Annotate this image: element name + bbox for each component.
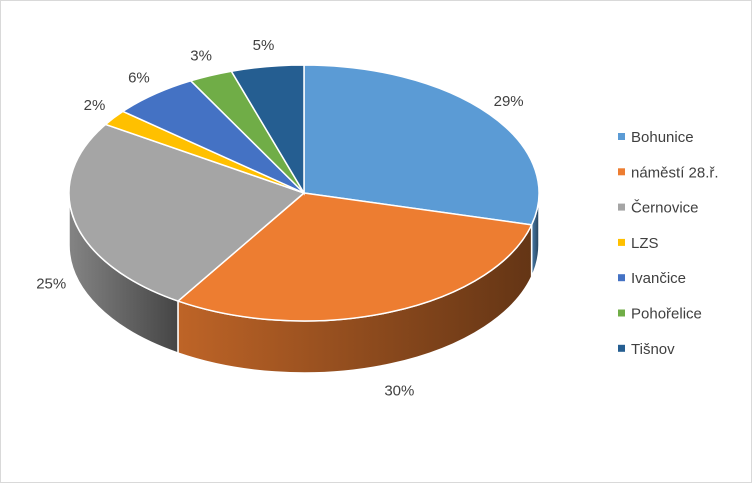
legend-swatch [618,168,625,176]
data-label-lzs: 2% [84,97,106,114]
legend-label: náměstí 28.ř. [631,164,719,181]
legend-label: LZS [631,235,659,252]
legend-item-poho-elice[interactable]: Pohořelice [618,306,702,323]
data-label-bohunice: 29% [494,93,524,110]
legend-swatch [618,203,625,211]
legend-swatch [618,309,625,317]
pie-slice-n-m-st-28-[interactable] [176,192,533,322]
legend-item-ti-nov[interactable]: Tišnov [618,341,675,358]
pie-slice-ti-nov[interactable] [230,64,305,196]
legend-label: Ivančice [631,270,686,287]
legend-swatch [618,238,625,246]
legend-item-lzs[interactable]: LZS [618,235,659,252]
legend-item-n-m-st-28-[interactable]: náměstí 28.ř. [618,164,719,181]
pie-slice--ernovice[interactable] [68,123,306,302]
legend-item-bohunice[interactable]: Bohunice [618,129,694,146]
legend-label: Tišnov [631,341,675,358]
data-label-ivan-ice: 6% [128,69,150,86]
legend-label: Černovice [631,200,699,217]
legend-item--ernovice[interactable]: Černovice [618,200,699,217]
legend-item-ivan-ice[interactable]: Ivančice [618,270,686,287]
legend-label: Bohunice [631,129,694,146]
pie-slice-bohunice[interactable] [303,64,540,226]
data-label-n-m-st-28-: 30% [384,382,414,399]
data-label-ti-nov: 5% [253,37,275,54]
legend-swatch [618,133,625,140]
legend-swatch [618,344,625,352]
legend-swatch [618,274,625,282]
data-label--ernovice: 25% [36,276,66,293]
legend-label: Pohořelice [631,306,702,323]
data-label-poho-elice: 3% [190,47,212,64]
